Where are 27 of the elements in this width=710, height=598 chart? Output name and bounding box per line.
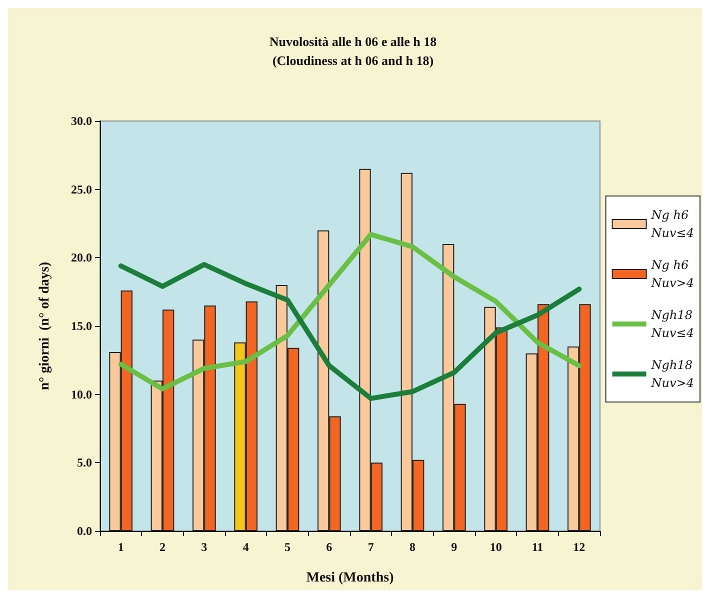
y-tick-label: 5.0 bbox=[77, 456, 92, 470]
x-tick-label: 5 bbox=[284, 540, 290, 554]
x-tick-label: 3 bbox=[201, 540, 208, 554]
x-tick-label: 11 bbox=[532, 540, 544, 554]
y-tick-label: 30.0 bbox=[71, 114, 92, 128]
x-tick-label: 8 bbox=[410, 540, 416, 554]
legend-label: Ngh18 Nuv≤4 bbox=[650, 308, 694, 340]
y-tick-label: 0.0 bbox=[77, 524, 92, 538]
y-tick-label: 10.0 bbox=[71, 387, 92, 402]
x-tick-label: 7 bbox=[368, 540, 374, 554]
y-tick-label: 20.0 bbox=[71, 250, 92, 265]
legend-label: Ng h6 Nuv>4 bbox=[650, 258, 694, 290]
chart-subtitle: (Cloudiness at h 06 and h 18) bbox=[272, 53, 434, 68]
x-tick-label: 12 bbox=[573, 540, 586, 554]
x-tick-label: 9 bbox=[451, 540, 458, 554]
x-tick-label: 2 bbox=[160, 540, 166, 554]
y-tick-label: 25.0 bbox=[71, 182, 92, 196]
x-tick-label: 4 bbox=[242, 540, 249, 554]
x-tick-label: 1 bbox=[118, 540, 124, 554]
x-tick-label: 10 bbox=[490, 540, 502, 554]
y-tick-label: 15.0 bbox=[71, 319, 92, 333]
x-axis-title: Mesi (Months) bbox=[306, 570, 394, 586]
legend-label: Ng h6 Nuv≤4 bbox=[650, 208, 694, 240]
x-tick-label: 6 bbox=[326, 540, 332, 554]
chart-title: Nuvolosità alle h 06 e alle h 18 bbox=[269, 34, 438, 49]
y-axis-title: n° giorni (n° of days) bbox=[38, 262, 52, 390]
legend-label: Ngh18 Nuv>4 bbox=[650, 358, 694, 390]
